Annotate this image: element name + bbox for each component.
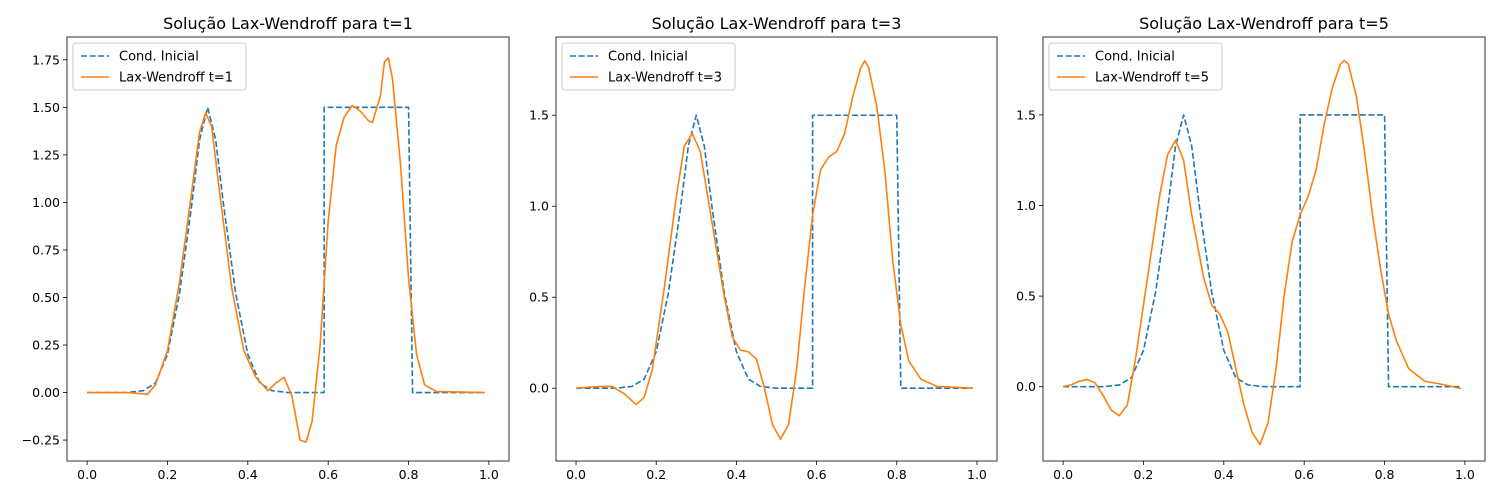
x-tick-label: 0.0	[77, 467, 97, 482]
plot-frame	[1042, 36, 1486, 462]
initial-condition-line	[87, 106, 485, 394]
plot-frame	[66, 36, 510, 462]
x-tick-label: 0.6	[807, 467, 827, 482]
initial-condition-line	[576, 114, 973, 390]
y-tick-label: 1.5	[529, 108, 549, 123]
x-tick-label: 0.8	[399, 467, 419, 482]
legend-label: Cond. Inicial	[608, 50, 688, 65]
x-tick-label: 0.4	[238, 467, 258, 482]
lax-wendroff-line	[87, 57, 485, 443]
legend-label: Cond. Inicial	[1095, 50, 1175, 65]
y-tick-label: 0.75	[32, 242, 60, 257]
legend-label: Cond. Inicial	[119, 50, 199, 65]
x-tick-label: 0.8	[887, 467, 907, 482]
chart-panel-1: 0.0 0.2 0.4 0.6 0.8 1.0 −0.25 0.00 0.25 0.50 0.75 1…	[22, 14, 510, 482]
y-tick-label: 0.5	[529, 290, 549, 305]
lax-wendroff-line	[575, 59, 973, 440]
x-tick-label: 0.6	[1294, 467, 1314, 482]
y-tick-label: 1.0	[529, 199, 549, 214]
y-tick-label: 1.50	[32, 100, 60, 115]
legend-label: Lax-Wendroff t=5	[1095, 71, 1209, 86]
initial-condition-line	[1063, 114, 1461, 388]
y-tick-label: 0.0	[529, 381, 549, 396]
x-tick-label: 0.2	[646, 467, 666, 482]
x-tick-label: 0.6	[318, 467, 338, 482]
y-tick-label: 0.00	[32, 385, 60, 400]
y-tick-label: 1.5	[1016, 107, 1036, 122]
x-tick-label: 0.4	[726, 467, 746, 482]
lax-wendroff-line	[1062, 59, 1462, 446]
x-tick-label: 0.0	[566, 467, 586, 482]
x-tick-label: 0.2	[1134, 467, 1154, 482]
chart-title: Solução Lax-Wendroff para t=3	[652, 14, 902, 33]
y-tick-label: 1.25	[32, 147, 60, 162]
legend-box	[1048, 42, 1223, 91]
chart-panel-3: 0.0 0.2 0.4 0.6 0.8 1.0 0.0 0.5 1.0 1.5 Solução La…	[1016, 14, 1486, 482]
x-tick-label: 0.0	[1053, 467, 1073, 482]
legend-label: Lax-Wendroff t=1	[119, 71, 233, 86]
x-tick-label: 0.8	[1375, 467, 1395, 482]
x-tick-label: 1.0	[1455, 467, 1475, 482]
legend-label: Lax-Wendroff t=3	[608, 71, 722, 86]
y-tick-label: 0.25	[32, 338, 60, 353]
chart-title: Solução Lax-Wendroff para t=5	[1139, 14, 1389, 33]
x-tick-label: 1.0	[967, 467, 987, 482]
chart-panel-2: 0.0 0.2 0.4 0.6 0.8 1.0 0.0 0.5 1.0 1.5 Solução La…	[529, 14, 998, 482]
y-tick-label: 0.0	[1016, 379, 1036, 394]
chart-title: Solução Lax-Wendroff para t=1	[163, 14, 413, 33]
y-tick-label: 1.00	[32, 195, 60, 210]
x-tick-label: 1.0	[479, 467, 499, 482]
y-tick-label: 0.50	[32, 290, 60, 305]
legend-box	[72, 42, 247, 91]
y-tick-label: −0.25	[22, 433, 60, 448]
y-tick-label: 1.75	[32, 52, 60, 67]
legend-box	[561, 42, 736, 91]
y-tick-label: 0.5	[1016, 289, 1036, 304]
x-tick-label: 0.2	[158, 467, 178, 482]
y-tick-label: 1.0	[1016, 198, 1036, 213]
plot-frame	[555, 36, 998, 462]
x-tick-label: 0.4	[1214, 467, 1234, 482]
